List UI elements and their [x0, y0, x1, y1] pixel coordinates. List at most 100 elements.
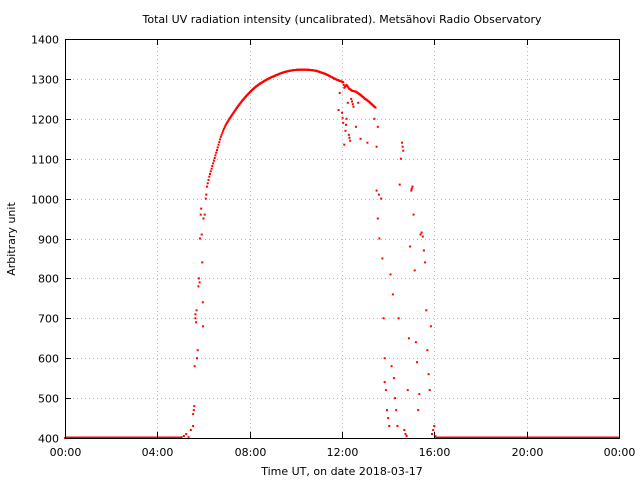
data-point: [195, 321, 198, 324]
data-point: [412, 213, 415, 216]
data-point: [210, 167, 213, 170]
data-point: [341, 111, 343, 114]
data-point: [344, 129, 347, 132]
data-point: [225, 122, 228, 125]
data-point: [373, 117, 376, 120]
data-point: [205, 193, 208, 196]
data-point: [192, 425, 195, 427]
data-point: [195, 309, 198, 312]
y-tick-label: 700: [38, 313, 59, 326]
data-point: [220, 133, 223, 136]
data-point: [392, 377, 395, 380]
data-point: [222, 129, 225, 132]
data-point: [386, 409, 388, 412]
data-point: [187, 436, 190, 439]
data-point: [180, 436, 183, 439]
y-tick-label: 800: [38, 273, 59, 286]
data-point: [337, 109, 340, 111]
data-point: [419, 233, 422, 236]
y-tick-label: 600: [38, 353, 59, 366]
data-point: [197, 285, 200, 288]
data-point: [207, 179, 210, 181]
chart-title: Total UV radiation intensity (uncalibrat…: [142, 13, 542, 26]
data-point: [359, 137, 362, 140]
data-point: [351, 100, 353, 103]
data-point: [402, 149, 405, 152]
data-point: [378, 237, 381, 240]
data-point: [192, 409, 195, 412]
data-point: [226, 121, 229, 123]
data-point: [397, 317, 400, 320]
data-point: [407, 337, 410, 340]
data-point: [194, 313, 197, 316]
data-point: [428, 389, 431, 392]
data-point: [380, 197, 383, 200]
data-point: [413, 269, 416, 272]
data-point: [374, 106, 377, 109]
data-point: [349, 139, 352, 142]
data-point: [341, 116, 344, 119]
data-point: [346, 101, 349, 104]
data-point: [376, 125, 379, 128]
x-tick-label: 20:00: [512, 446, 544, 459]
data-point: [410, 189, 413, 192]
data-point: [383, 381, 386, 384]
data-point: [389, 273, 392, 276]
data-point: [409, 245, 412, 248]
data-point: [224, 124, 227, 127]
data-point: [204, 197, 207, 200]
data-point: [411, 185, 414, 188]
data-point: [377, 193, 380, 196]
data-point: [395, 409, 398, 412]
data-point: [383, 357, 386, 360]
data-point: [338, 91, 341, 94]
x-tick-label: 08:00: [235, 446, 267, 459]
y-tick-label: 1100: [31, 154, 59, 167]
data-point: [201, 301, 204, 304]
y-tick-labels: 400 500 600 700 800 900 1000 1100 1200 1300 1400: [31, 34, 59, 446]
data-point: [418, 393, 421, 396]
data-point: [425, 309, 428, 312]
data-point: [189, 429, 192, 431]
data-point: [399, 157, 402, 160]
axis-ticks: [65, 39, 620, 439]
data-point: [209, 170, 212, 173]
x-tick-label: 00:00: [604, 446, 636, 459]
data-point: [426, 349, 429, 352]
y-tick-label: 1200: [31, 114, 59, 127]
data-point: [209, 173, 211, 175]
data-point: [384, 389, 387, 392]
data-point: [201, 261, 204, 264]
data-point: [405, 435, 408, 437]
data-point: [420, 231, 423, 234]
x-tick-labels: 00:00 04:00 08:00 12:00 16:00 20:00 00:00: [50, 446, 636, 459]
baseline-band-morning: [65, 436, 182, 439]
y-tick-label: 1400: [31, 34, 59, 47]
x-tick-label: 16:00: [419, 446, 451, 459]
data-point: [401, 145, 404, 148]
data-point: [218, 141, 221, 144]
data-point: [396, 425, 399, 427]
data-point: [348, 136, 351, 139]
data-point: [202, 325, 204, 328]
data-point: [429, 325, 432, 328]
data-point: [221, 131, 224, 134]
data-point: [213, 157, 216, 159]
data-point: [342, 81, 345, 84]
data-point: [422, 249, 425, 252]
data-point: [225, 123, 228, 126]
data-point: [200, 233, 203, 236]
data-point: [347, 133, 350, 136]
data-point: [345, 123, 347, 126]
data-point: [381, 257, 384, 260]
data-point: [431, 433, 433, 435]
y-tick-label: 500: [38, 393, 59, 406]
data-point: [345, 83, 348, 86]
data-point: [196, 357, 198, 360]
data-point: [390, 365, 393, 368]
data-point: [208, 175, 211, 178]
data-point: [350, 97, 353, 100]
data-point: [417, 409, 420, 412]
data-point: [199, 213, 202, 216]
data-point: [216, 146, 219, 149]
